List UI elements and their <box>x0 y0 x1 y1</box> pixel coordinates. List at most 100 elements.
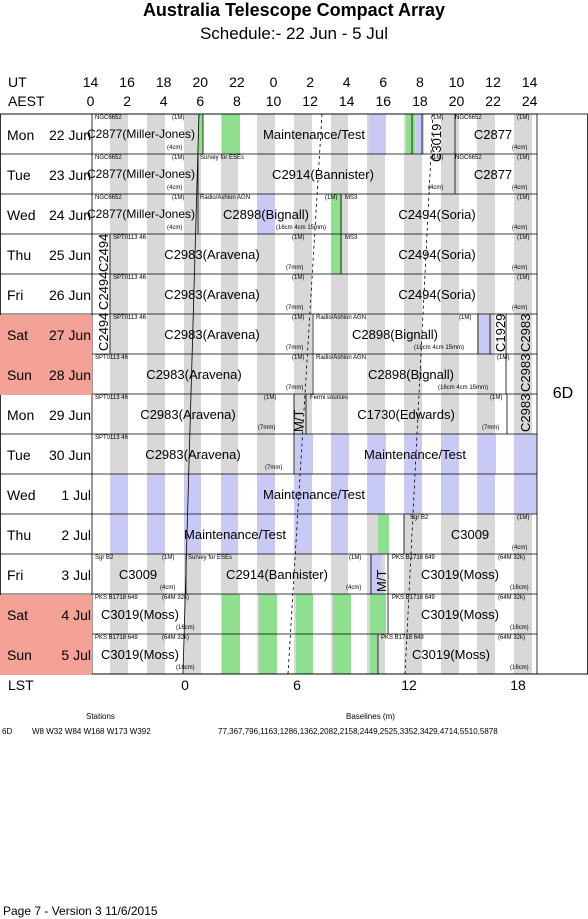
blue-band <box>331 434 349 474</box>
project-label: C2983(Aravena) <box>145 447 241 462</box>
project-tag: (16cm) <box>176 625 195 631</box>
grey-band <box>184 594 201 634</box>
grey-band <box>110 394 128 434</box>
day-date: 2 Jul <box>61 526 91 543</box>
aest-hour-label: 8 <box>232 93 241 109</box>
baselines-list: 77,367,796,1163,1286,1362,2082,2158,2449… <box>218 727 498 736</box>
day-name: Tue <box>7 166 31 183</box>
aest-hour-label: 4 <box>159 93 168 109</box>
project-tag: (7mm) <box>286 345 304 351</box>
project-label: C2877(Miller-Jones) <box>86 207 196 221</box>
grey-band <box>294 194 312 234</box>
page-footer: Page 7 - Version 3 11/6/2015 <box>3 904 158 918</box>
day-name: Mon <box>7 126 35 143</box>
grey-band <box>294 114 312 154</box>
project-tag: (4cm) <box>160 585 176 591</box>
green-band <box>406 114 415 154</box>
project-tag: (4cm) <box>167 225 183 231</box>
aest-hour-label: 18 <box>412 93 428 109</box>
grey-band <box>477 554 495 594</box>
project-label: C2983(Aravena) <box>164 327 260 342</box>
project-tag: (7mm) <box>286 385 304 391</box>
grey-band <box>441 314 459 354</box>
project-tag: (16cm 4cm 15mm) <box>438 385 489 391</box>
project-tag: (1M) <box>517 115 530 121</box>
array-config-label: 6D <box>552 385 574 402</box>
day-cell: Tue 23 Jun <box>0 155 92 195</box>
day-cell: Mon 29 Jun <box>0 395 92 435</box>
project-tag: SPT0113 46 <box>113 315 146 321</box>
blue-band <box>295 434 313 474</box>
day-date: 23 Jun <box>48 166 91 183</box>
project-tag: (7mm) <box>286 265 304 271</box>
grey-band <box>221 394 238 434</box>
grey-band <box>441 194 459 234</box>
project-label: C2983(Aravena) <box>140 407 236 422</box>
project-tag: (4cm) <box>512 185 528 191</box>
project-label-vertical: C1929 <box>493 313 508 352</box>
project-tag: MS3 <box>345 195 358 201</box>
day-date: 4 Jul <box>61 606 91 623</box>
grey-band <box>404 154 422 194</box>
day-cell: Sun 28 Jun <box>0 354 92 395</box>
blue-band <box>110 474 128 514</box>
grey-band <box>331 354 348 394</box>
project-label-vertical: C2983 <box>518 353 533 392</box>
grey-band <box>110 594 128 634</box>
blue-band <box>370 554 381 594</box>
aest-hour-label: 2 <box>123 93 131 109</box>
project-label: C2983(Aravena) <box>164 247 260 262</box>
grey-band <box>221 554 238 594</box>
grey-band <box>441 554 459 594</box>
project-tag: (64M 32k) <box>498 635 526 641</box>
grey-band <box>110 554 128 594</box>
project-tag: (7mm) <box>258 425 276 431</box>
grey-band <box>331 274 348 314</box>
project-tag: (4cm) <box>428 185 444 191</box>
project-tag: (1M) <box>292 355 305 361</box>
grey-band <box>147 234 165 274</box>
grey-band <box>221 194 238 234</box>
project-label: C2914(Bannister) <box>226 567 328 582</box>
project-label: C1730(Edwards) <box>357 407 455 422</box>
project-label-vertical: M/T <box>291 409 306 432</box>
green-band <box>259 594 277 634</box>
day-cell: Tue 30 Jun <box>0 435 92 475</box>
grey-band <box>110 274 128 314</box>
grey-band <box>441 594 459 634</box>
project-label: Maintenance/Test <box>184 527 286 542</box>
project-tag: SPT0113 46 <box>95 355 128 361</box>
grey-band <box>514 314 532 354</box>
grey-band <box>110 314 128 354</box>
project-tag: (1M) <box>162 555 175 561</box>
project-tag: (4cm) <box>512 305 528 311</box>
grey-band <box>184 114 201 154</box>
grey-band <box>294 554 312 594</box>
day-cell: Sat 27 Jun <box>0 314 92 355</box>
ut-hour-label: 14 <box>521 74 538 90</box>
blue-band <box>147 474 165 514</box>
project-tag: Survey for ESEs <box>200 155 245 161</box>
grey-band <box>221 314 238 354</box>
grey-band <box>184 234 201 274</box>
grey-band <box>110 434 128 474</box>
project-label-vertical: M/T <box>374 569 389 592</box>
grey-band <box>257 434 275 474</box>
grey-band <box>110 114 128 154</box>
grey-band <box>441 154 459 194</box>
grey-band <box>184 354 201 394</box>
project-label-vertical: C2983 <box>518 393 533 432</box>
grey-band <box>294 394 312 434</box>
aest-hour-label: 6 <box>196 93 205 109</box>
project-tag: Survey for ESEs <box>188 555 233 561</box>
grey-band <box>404 514 422 554</box>
grey-band <box>367 354 385 394</box>
grey-band <box>257 314 275 354</box>
grey-band <box>147 634 165 674</box>
project-tag: (1M) <box>517 195 530 201</box>
grey-band <box>441 354 459 394</box>
grey-band <box>221 354 238 394</box>
project-label: C3019(Moss) <box>100 647 180 662</box>
project-label-vertical: C2494 <box>96 233 111 272</box>
grey-band <box>404 634 422 674</box>
